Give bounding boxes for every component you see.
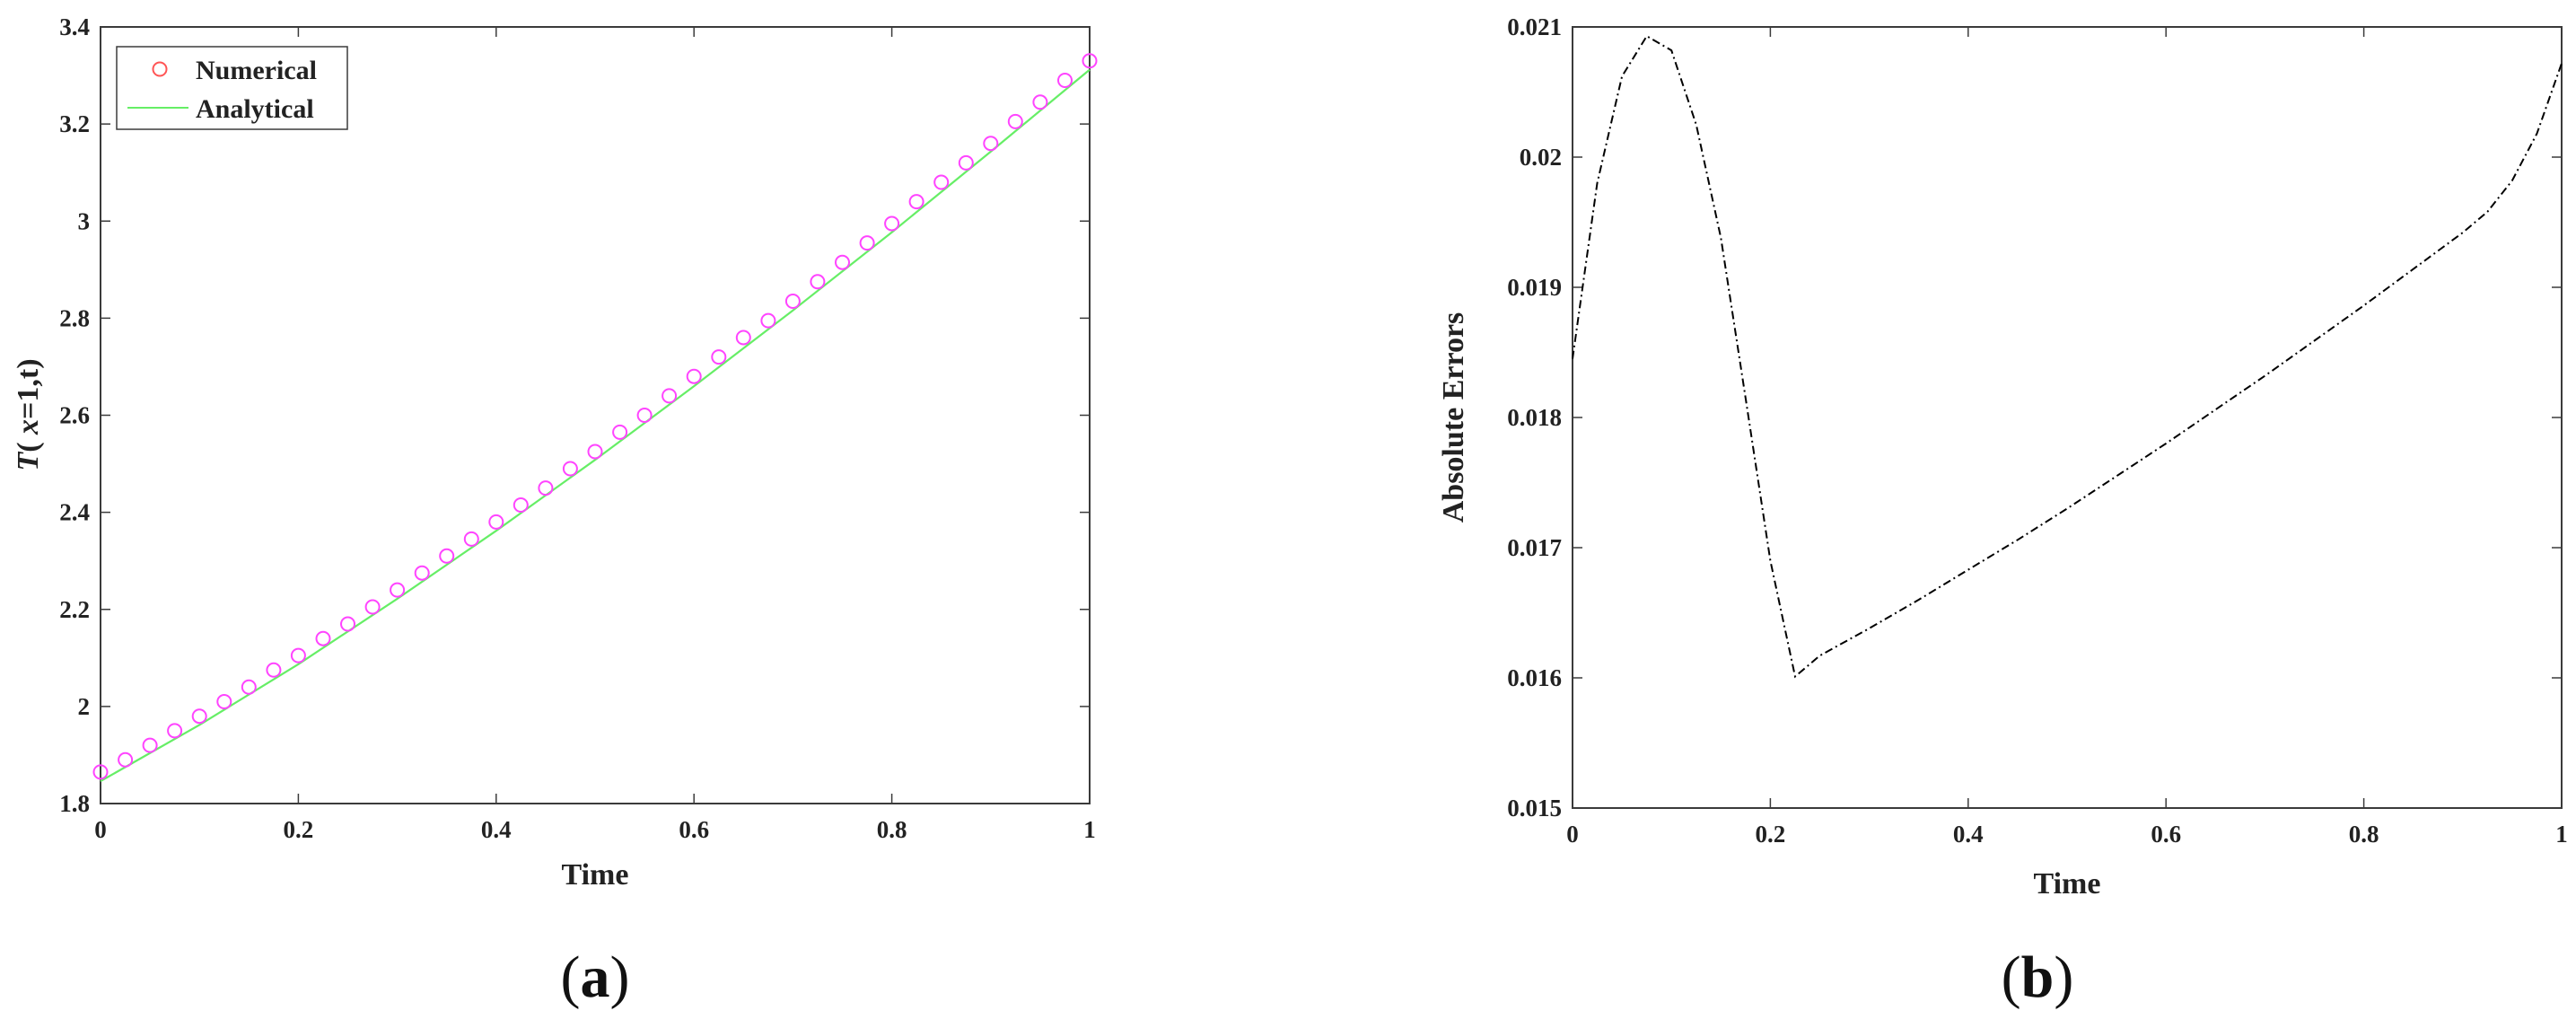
legend-box: [116, 46, 348, 130]
a-y-tick-label: 2: [78, 693, 91, 720]
numerical-point: [908, 194, 924, 210]
numerical-point: [364, 599, 381, 615]
b-x-tick-label: 0: [1566, 821, 1579, 848]
a-y-tick-label: 2.6: [59, 402, 90, 429]
numerical-point: [340, 616, 355, 632]
b-y-tick-label: 0.02: [1520, 144, 1562, 171]
series-analytical: [100, 68, 1091, 783]
numerical-point: [290, 647, 306, 663]
y-axis-label-b: Absolute Errors: [1437, 312, 1470, 523]
x-axis-label-b: Time: [2034, 867, 2101, 901]
a-x-tick-label: 1: [1083, 816, 1096, 843]
b-x-tick-label: 1: [2555, 821, 2568, 848]
numerical-point: [414, 565, 430, 581]
b-y-tick-label: 0.015: [1507, 795, 1562, 822]
b-y-tick-label: 0.017: [1507, 534, 1562, 561]
numerical-point: [191, 708, 207, 725]
numerical-point: [142, 737, 158, 753]
numerical-point: [241, 679, 257, 695]
a-y-tick-label: 3.2: [59, 110, 90, 137]
a-x-tick-label: 0: [94, 816, 107, 843]
numerical-point: [390, 582, 406, 598]
analytical-line: [100, 68, 1091, 783]
numerical-point: [735, 329, 751, 346]
b-x-tick-label: 0.6: [2151, 821, 2181, 848]
legend-label-analytical: Analytical: [196, 94, 314, 124]
legend: Numerical Analytical: [116, 46, 348, 130]
numerical-point: [463, 531, 479, 547]
numerical-point: [1007, 113, 1023, 129]
a-y-tick-label: 2.8: [59, 304, 90, 331]
numerical-point: [835, 254, 850, 270]
b-x-tick-label: 0.4: [1953, 821, 1984, 848]
a-y-tick-label: 3.4: [59, 13, 90, 40]
a-y-tick-label: 3: [78, 207, 91, 234]
series-numerical: [92, 53, 1098, 780]
numerical-point: [488, 514, 504, 530]
numerical-point: [513, 497, 529, 513]
numerical-point: [760, 312, 776, 329]
numerical-point: [686, 368, 702, 384]
numerical-point: [266, 662, 282, 678]
numerical-point: [784, 294, 801, 309]
numerical-point: [92, 764, 109, 780]
x-axis-ticks-b: 0 0.2 0.4 0.6 0.8 1: [1566, 27, 2568, 848]
b-x-tick-label: 0.2: [1756, 821, 1786, 848]
a-y-tick-label: 1.8: [59, 790, 90, 817]
numerical-point: [1057, 73, 1073, 88]
b-y-tick-label: 0.018: [1507, 404, 1562, 431]
legend-marker-numerical: [152, 61, 168, 77]
numerical-point: [711, 349, 727, 365]
a-y-tick-label: 2.4: [59, 499, 90, 526]
numerical-point: [216, 694, 232, 709]
a-x-tick-label: 0.6: [679, 816, 709, 843]
series-absolute-errors: [1572, 34, 2563, 679]
a-x-tick-label: 0.4: [481, 816, 512, 843]
numerical-point: [636, 408, 653, 423]
numerical-point: [1032, 94, 1048, 110]
numerical-point: [810, 274, 826, 290]
panel-label-a: (a): [561, 945, 630, 1010]
numerical-point: [118, 751, 134, 768]
a-y-tick-label: 2.2: [59, 596, 90, 623]
a-x-tick-label: 0.2: [284, 816, 314, 843]
x-axis-label-a: Time: [562, 858, 629, 892]
a-x-tick-label: 0.8: [877, 816, 907, 843]
legend-label-numerical: Numerical: [196, 56, 317, 85]
numerical-point: [1082, 53, 1098, 69]
y-axis-label-a: T( x=1,t): [12, 358, 45, 470]
numerical-point: [315, 630, 331, 646]
b-y-tick-label: 0.019: [1507, 274, 1562, 301]
absolute-errors-line: [1572, 34, 2563, 679]
numerical-point: [933, 174, 950, 190]
numerical-point: [983, 136, 999, 152]
b-y-tick-label: 0.021: [1507, 13, 1562, 40]
numerical-point: [562, 461, 578, 477]
y-axis-ticks-a: 1.8 2 2.2 2.4 2.6 2.8 3 3.2 3.4: [59, 13, 1090, 817]
numerical-point: [167, 723, 183, 739]
plot-area-b: [1572, 26, 2563, 809]
panel-label-b: (b): [2002, 945, 2074, 1010]
numerical-point: [538, 480, 554, 496]
numerical-point: [587, 444, 603, 460]
numerical-point: [612, 424, 628, 440]
numerical-point: [662, 388, 678, 404]
b-x-tick-label: 0.8: [2349, 821, 2379, 848]
numerical-point: [439, 548, 455, 564]
chart-panel-a: 1.8 2 2.2 2.4 2.6 2.8 3 3.2 3.4 0 0.2 0.4 0.6 0.8 1 N…: [12, 13, 1098, 1010]
plot-area-a: [100, 26, 1091, 804]
numerical-point: [884, 215, 900, 232]
y-axis-ticks-b: 0.015 0.016 0.017 0.018 0.019 0.02 0.021: [1507, 13, 2562, 822]
b-y-tick-label: 0.016: [1507, 664, 1562, 691]
numerical-point: [958, 154, 974, 171]
x-axis-ticks-a: 0 0.2 0.4 0.6 0.8 1: [94, 27, 1096, 843]
numerical-point: [859, 235, 875, 251]
